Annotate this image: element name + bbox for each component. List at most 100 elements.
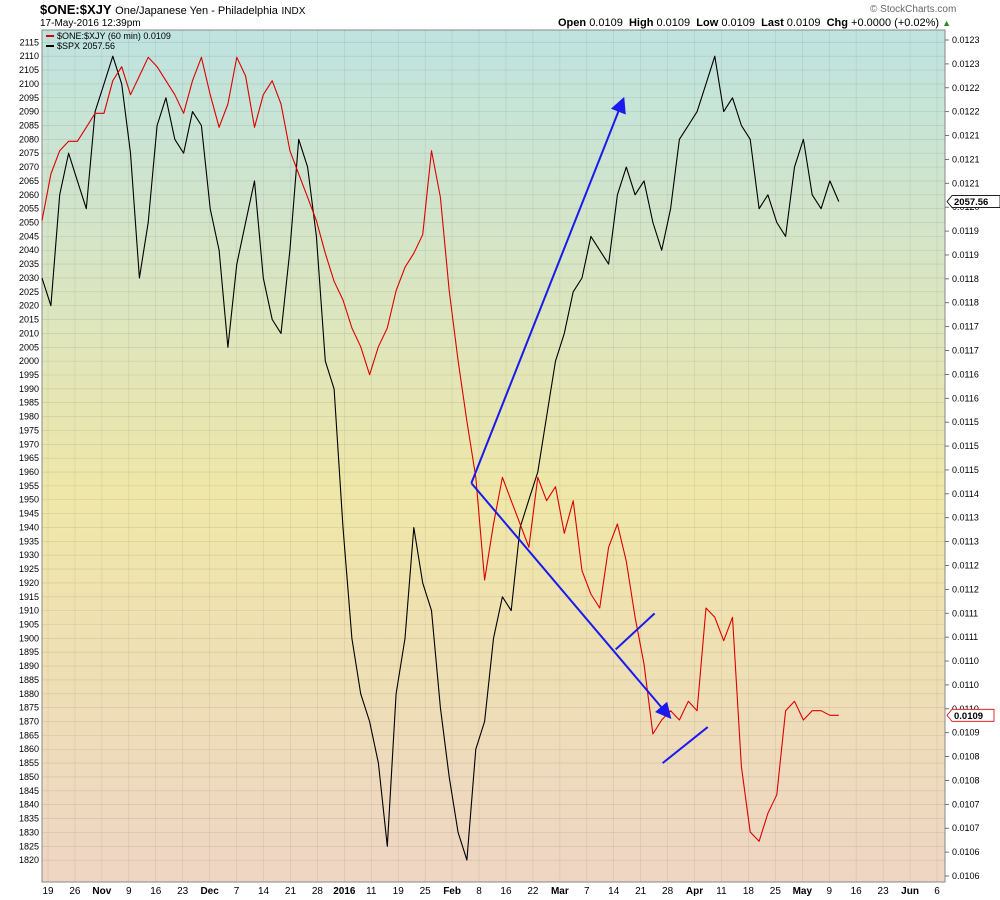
x-tick-label: 28 — [662, 886, 674, 897]
x-tick-label: 2016 — [333, 886, 356, 897]
left-tick-label: 1960 — [19, 467, 39, 477]
left-tick-label: 2100 — [19, 79, 39, 89]
right-tick-label: 0.0122 — [952, 83, 980, 93]
left-tick-label: 2095 — [19, 93, 39, 103]
left-tick-label: 2090 — [19, 107, 39, 117]
right-tick-label: 0.0121 — [952, 131, 980, 141]
right-tick-label: 0.0118 — [952, 274, 979, 284]
left-tick-label: 1870 — [19, 717, 39, 727]
x-tick-label: 6 — [934, 886, 940, 897]
last-value-tag — [946, 708, 995, 722]
right-tick-label: 0.0121 — [952, 178, 980, 188]
right-tick-label: 0.0111 — [952, 608, 978, 618]
right-tick-label: 0.0114 — [952, 489, 979, 499]
x-tick-label: 9 — [126, 886, 132, 897]
left-tick-label: 2000 — [19, 356, 39, 366]
left-tick-label: 1905 — [19, 619, 39, 629]
x-tick-label: 9 — [826, 886, 832, 897]
left-tick-label: 1920 — [19, 578, 39, 588]
x-tick-label: Apr — [686, 886, 703, 897]
left-tick-label: 1890 — [19, 661, 39, 671]
right-tick-label: 0.0112 — [952, 560, 979, 570]
x-tick-label: 21 — [635, 886, 647, 897]
left-tick-label: 1945 — [19, 509, 39, 519]
right-tick-label: 0.0107 — [952, 799, 980, 809]
right-tick-label: 0.0112 — [952, 584, 979, 594]
xjy-line — [41, 56, 839, 842]
left-tick-label: 2085 — [19, 120, 39, 130]
right-tick-label: 0.0107 — [952, 823, 980, 833]
right-tick-label: 0.0116 — [952, 393, 979, 403]
left-tick-label: 1855 — [19, 758, 39, 768]
quote-change: +0.0000 (+0.02%) — [851, 17, 940, 29]
right-tick-label: 0.0121 — [952, 154, 980, 164]
left-tick-label: 1830 — [19, 827, 39, 837]
left-tick-label: 2010 — [19, 328, 39, 338]
date-time: 17-May-2016 12:39pm — [40, 18, 141, 29]
x-tick-label: 26 — [69, 886, 81, 897]
left-tick-label: 1835 — [19, 814, 39, 824]
left-tick-label: 2105 — [19, 65, 39, 75]
left-tick-label: 1985 — [19, 398, 39, 408]
left-tick-label: 2110 — [20, 51, 39, 61]
legend: $ONE:$XJY (60 min) 0.0109$SPX 2057.56 — [46, 31, 171, 51]
left-tick-label: 1865 — [19, 730, 39, 740]
left-tick-label: 1990 — [19, 384, 39, 394]
x-tick-label: 18 — [743, 886, 755, 897]
annotation-arrow — [470, 482, 672, 720]
right-tick-label: 0.0123 — [952, 59, 980, 69]
x-tick-label: 23 — [878, 886, 890, 897]
left-tick-label: 2075 — [19, 148, 39, 158]
x-tick-label: 21 — [285, 886, 297, 897]
x-tick-label: Dec — [200, 886, 219, 897]
x-tick-label: 11 — [366, 886, 377, 897]
quote-open: 0.0109 — [589, 17, 623, 29]
right-tick-label: 0.0115 — [952, 417, 979, 427]
x-tick-label: 19 — [393, 886, 405, 897]
left-tick-label: 2025 — [19, 287, 39, 297]
x-tick-label: 14 — [608, 886, 620, 897]
right-tick-label: 0.0119 — [952, 226, 979, 236]
up-triangle-icon: ▲ — [942, 18, 952, 28]
left-tick-label: 2055 — [19, 204, 39, 214]
x-axis: 19 26 Nov 9 16 23 Dec 7 14 21 28 2016 11 19 25 Feb 8 16 22… — [42, 886, 940, 897]
right-tick-label: 0.0123 — [952, 35, 980, 45]
quote-high: 0.0109 — [656, 17, 691, 29]
left-tick-label: 2015 — [19, 315, 39, 325]
x-tick-label: 25 — [770, 886, 782, 897]
left-tick-label: 1840 — [19, 800, 39, 810]
symbol: $ONE:$XJY — [40, 2, 112, 17]
left-tick-label: 2050 — [19, 218, 39, 228]
right-tick-label: 0.0110 — [952, 704, 979, 714]
right-tick-label: 0.0122 — [952, 107, 980, 117]
right-tick-label: 0.0109 — [952, 728, 980, 738]
right-tick-label: 0.0118 — [952, 298, 979, 308]
x-tick-label: 22 — [527, 886, 539, 897]
chart-title: $ONE:$XJY One/Japanese Yen - Philadelphi… — [40, 2, 305, 17]
left-tick-label: 1885 — [19, 675, 39, 685]
left-tick-label: 1930 — [19, 550, 39, 560]
x-tick-label: 7 — [234, 886, 240, 897]
x-tick-label: 23 — [177, 886, 189, 897]
right-axis: 0.0123 0.0123 0.0122 0.0122 0.0121 0.0121 0.01… — [945, 35, 980, 881]
plot-area — [41, 29, 946, 883]
stockcharts-watermark: © StockCharts.com — [870, 4, 957, 15]
legend-label: $ONE:$XJY (60 min) 0.0109 — [57, 31, 171, 41]
left-tick-label: 2040 — [19, 245, 39, 255]
annotation-line — [614, 612, 656, 651]
left-tick-label: 1900 — [19, 633, 39, 643]
left-tick-label: 1825 — [19, 841, 39, 851]
left-tick-label: 1850 — [19, 772, 39, 782]
series-group — [41, 55, 840, 861]
right-tick-label: 0.0106 — [952, 847, 980, 857]
left-tick-label: 1975 — [19, 425, 39, 435]
right-tick-label: 0.0111 — [952, 632, 978, 642]
right-tick-label: 0.0115 — [952, 465, 979, 475]
right-tick-label: 0.0106 — [952, 871, 980, 881]
left-tick-label: 2080 — [19, 134, 39, 144]
right-tick-label: 0.0117 — [952, 346, 979, 356]
right-tick-label: 0.0119 — [952, 250, 979, 260]
x-tick-label: Feb — [443, 886, 461, 897]
left-tick-label: 2070 — [19, 162, 39, 172]
